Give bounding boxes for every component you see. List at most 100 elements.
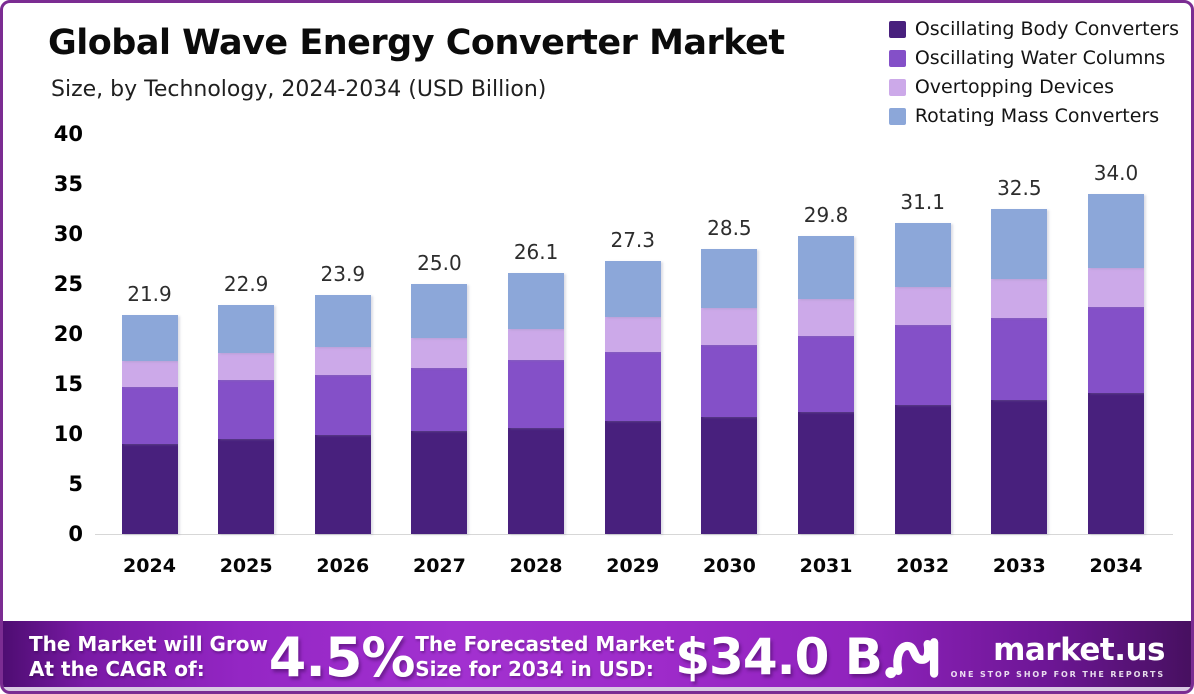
bar-segment [894, 325, 951, 405]
y-axis-tick-label: 10 [53, 422, 83, 446]
bar-segment [411, 338, 468, 368]
bar-segment [121, 444, 178, 534]
bar-total-label: 23.9 [320, 262, 366, 286]
bar-segment [798, 336, 855, 412]
bar-segment [218, 439, 275, 534]
bottom-edge-strip [3, 687, 1191, 691]
legend-item: Oscillating Water Columns [888, 47, 1179, 69]
forecast-label-line1: The Forecasted Market [415, 632, 675, 657]
cagr-value: 4.5% [268, 625, 416, 689]
bar-segment [508, 329, 565, 360]
footer-banner: The Market will Grow At the CAGR of: 4.5… [3, 621, 1191, 691]
bar-total-label: 22.9 [223, 272, 269, 296]
y-axis-tick-label: 15 [53, 372, 83, 396]
bar-segment [121, 361, 178, 387]
bar-total-label: 29.8 [803, 203, 849, 227]
logo-tagline: ONE STOP SHOP FOR THE REPORTS [950, 670, 1165, 679]
marketus-logo-icon [884, 638, 938, 679]
legend-label: Overtopping Devices [914, 76, 1115, 98]
legend-item: Overtopping Devices [888, 76, 1179, 98]
bar-segment [604, 261, 661, 317]
forecast-label-line2: Size for 2034 in USD: [415, 657, 654, 681]
stacked-bar-chart: 0 5 10 15 20 25 30 35 40 21.9 2024 22.9 2025 23.9 2026… [3, 3, 1191, 691]
legend-item: Oscillating Body Converters [888, 18, 1179, 40]
x-axis-year-label: 2026 [316, 555, 370, 577]
y-axis-tick-label: 20 [53, 322, 83, 346]
bar-segment [1088, 307, 1144, 393]
cagr-label-line1: The Market will Grow [29, 632, 269, 657]
x-axis-year-label: 2032 [896, 555, 950, 577]
forecast-label: The Forecasted Market Size for 2034 in U… [415, 632, 674, 682]
bar-segment [604, 421, 661, 534]
bar-segment [314, 347, 371, 375]
bar-segment [218, 353, 275, 380]
x-axis-line [95, 534, 1173, 535]
bar-segment [991, 400, 1048, 534]
bar-segment [314, 375, 371, 435]
y-axis-tick-label: 30 [53, 222, 83, 246]
logo-text: market.us [993, 632, 1165, 668]
y-axis-tick-label: 25 [53, 272, 83, 296]
legend-swatch-icon [888, 107, 906, 125]
x-axis-year-label: 2029 [606, 555, 660, 577]
bar-total-label: 31.1 [900, 190, 945, 214]
bar-segment [314, 295, 371, 347]
marketus-logo: market.us ONE STOP SHOP FOR THE REPORTS [883, 634, 1165, 680]
forecast-value: $34.0 B [675, 628, 883, 686]
bar-total-label: 26.1 [513, 240, 559, 264]
bar-segment [894, 223, 951, 287]
bar-total-label: 21.9 [127, 282, 172, 306]
bar-segment [991, 279, 1048, 318]
bar-segment [798, 299, 855, 336]
bar-total-label: 32.5 [997, 176, 1042, 200]
bar-segment [121, 387, 178, 444]
bar-segment [411, 431, 468, 534]
cagr-label-line2: At the CAGR of: [29, 657, 205, 681]
bar-segment [701, 417, 758, 534]
bar-segment [1088, 393, 1144, 534]
legend: Oscillating Body Converters Oscillating W… [888, 18, 1179, 127]
bar-total-label: 34.0 [1093, 161, 1139, 185]
y-axis-tick-label: 40 [53, 122, 83, 146]
bar-segment [1088, 194, 1144, 268]
x-axis-year-label: 2027 [412, 555, 466, 577]
x-axis-year-label: 2030 [702, 555, 756, 577]
bar-segment [701, 249, 758, 308]
bar-segment [604, 317, 661, 352]
legend-label: Rotating Mass Converters [914, 105, 1160, 127]
x-axis-year-label: 2028 [509, 555, 563, 577]
y-axis-tick-label: 5 [68, 472, 83, 496]
bar-segment [218, 305, 275, 353]
x-axis-year-label: 2034 [1089, 555, 1143, 577]
x-axis-year-label: 2033 [992, 555, 1046, 577]
legend-swatch-icon [888, 78, 906, 96]
x-axis-year-label: 2031 [799, 555, 853, 577]
bar-total-label: 27.3 [610, 228, 656, 252]
y-axis-tick-label: 0 [68, 522, 83, 546]
legend-swatch-icon [888, 49, 906, 67]
legend-swatch-icon [888, 20, 906, 38]
chart-subtitle: Size, by Technology, 2024-2034 (USD Bill… [51, 77, 547, 102]
bar-segment [991, 209, 1048, 279]
logo-text-block: market.us ONE STOP SHOP FOR THE REPORTS [950, 632, 1166, 680]
bar-total-label: 28.5 [707, 216, 752, 240]
bar-segment [1088, 268, 1144, 307]
bar-segment [508, 273, 565, 329]
bar-segment [604, 352, 661, 421]
x-axis-year-label: 2025 [219, 555, 273, 577]
bar-total-label: 25.0 [417, 251, 462, 275]
bar-segment [121, 315, 178, 361]
bar-segment [991, 318, 1048, 400]
bar-segment [411, 284, 468, 338]
legend-label: Oscillating Water Columns [914, 47, 1166, 69]
bar-segment [411, 368, 468, 431]
bar-segment [314, 435, 371, 534]
bar-segment [508, 360, 565, 428]
bar-segment [701, 308, 758, 345]
bar-segment [894, 405, 951, 534]
bar-segment [508, 428, 565, 534]
legend-label: Oscillating Body Converters [914, 18, 1179, 40]
x-axis-year-label: 2024 [123, 555, 176, 577]
bar-segment [701, 345, 758, 417]
